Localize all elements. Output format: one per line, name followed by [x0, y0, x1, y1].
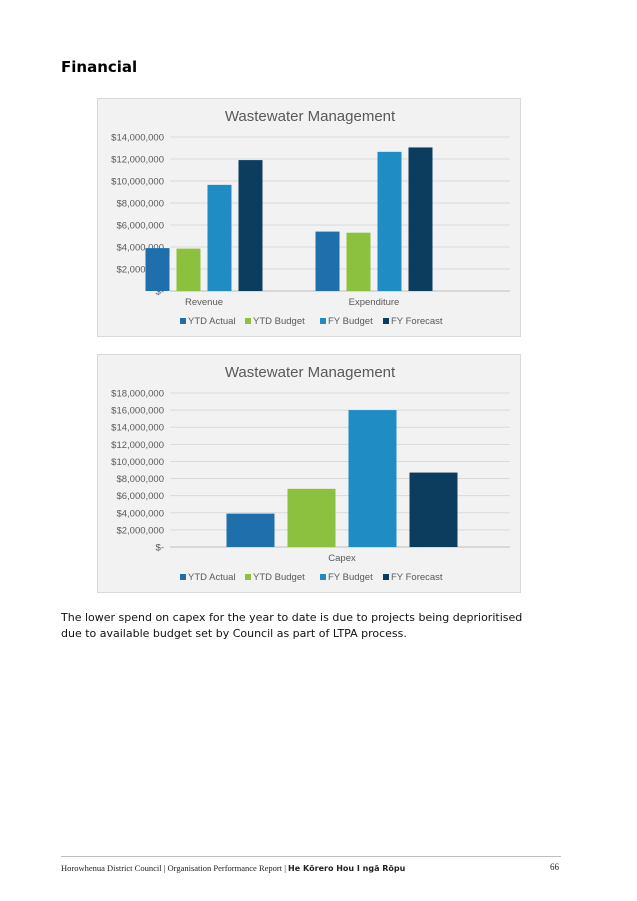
legend-label: FY Forecast [391, 572, 443, 583]
y-tick-label: $12,000,000 [111, 155, 164, 166]
footer-report-title: He Kōrero Hou I ngā Rōpu [288, 864, 406, 873]
bar-ytd-actual [315, 231, 340, 291]
legend-swatch [383, 574, 389, 580]
bar-ytd-budget [287, 488, 336, 547]
category-label: Capex [328, 553, 356, 564]
legend-swatch [180, 574, 186, 580]
bar-fy-budget [348, 410, 397, 547]
legend-label: FY Forecast [391, 316, 443, 327]
category-label: Revenue [185, 297, 223, 308]
chart-title: Wastewater Management [225, 364, 396, 381]
y-tick-label: $2,000,000 [116, 265, 164, 276]
y-tick-label: $4,000,000 [116, 508, 164, 519]
legend-swatch [245, 318, 251, 324]
chart-svg: Wastewater Management $- $2,000,000 $4,000,… [111, 364, 510, 583]
y-tick-label: $6,000,000 [116, 491, 164, 502]
footer-org: Horowhenua District Council | Organisati… [61, 863, 289, 873]
y-tick-label: $- [156, 543, 164, 554]
y-tick-label: $10,000,000 [111, 177, 164, 188]
bar-fy-forecast [408, 147, 433, 291]
legend-label: YTD Actual [188, 572, 236, 583]
y-tick-label: $2,000,000 [116, 525, 164, 536]
y-tick-label: $6,000,000 [116, 221, 164, 232]
y-tick-label: $14,000,000 [111, 423, 164, 434]
bar-ytd-actual [226, 513, 275, 547]
y-tick-label: $8,000,000 [116, 199, 164, 210]
y-tick-label: $18,000,000 [111, 389, 164, 400]
bar-fy-budget [377, 151, 402, 291]
legend-label: FY Budget [328, 572, 373, 583]
category-label: Expenditure [349, 297, 400, 308]
y-tick-label: $- [156, 287, 164, 298]
legend-swatch [320, 318, 326, 324]
capex-commentary: The lower spend on capex for the year to… [61, 611, 523, 640]
bar-ytd-budget [176, 248, 201, 291]
legend-label: YTD Budget [253, 316, 305, 327]
y-tick-label: $12,000,000 [111, 440, 164, 451]
bar-ytd-budget [346, 232, 371, 291]
bar-fy-budget [207, 184, 232, 291]
legend-swatch [245, 574, 251, 580]
bar-ytd-actual [145, 248, 170, 291]
y-tick-label: $10,000,000 [111, 457, 164, 468]
y-tick-label: $8,000,000 [116, 474, 164, 485]
y-tick-label: $14,000,000 [111, 133, 164, 144]
legend-swatch [180, 318, 186, 324]
page-number: 66 [550, 862, 559, 872]
revenue-expenditure-chart: Wastewater Management $- $2,000,000 $4,000,… [97, 98, 521, 337]
y-tick-label: $4,000,000 [116, 243, 164, 254]
legend-swatch [320, 574, 326, 580]
section-heading: Financial [61, 58, 138, 76]
legend-label: YTD Budget [253, 572, 305, 583]
capex-chart: Wastewater Management $- $2,000,000 $4,000,… [97, 354, 521, 593]
chart-svg: Wastewater Management $- $2,000,000 $4,000,… [111, 108, 510, 327]
chart-title: Wastewater Management [225, 108, 396, 125]
legend-swatch [383, 318, 389, 324]
y-tick-label: $16,000,000 [111, 406, 164, 417]
bar-fy-forecast [238, 160, 263, 291]
footer-text: Horowhenua District Council | Organisati… [61, 863, 405, 873]
legend-label: FY Budget [328, 316, 373, 327]
bar-fy-forecast [409, 472, 458, 547]
legend-label: YTD Actual [188, 316, 236, 327]
footer-divider [61, 856, 561, 857]
